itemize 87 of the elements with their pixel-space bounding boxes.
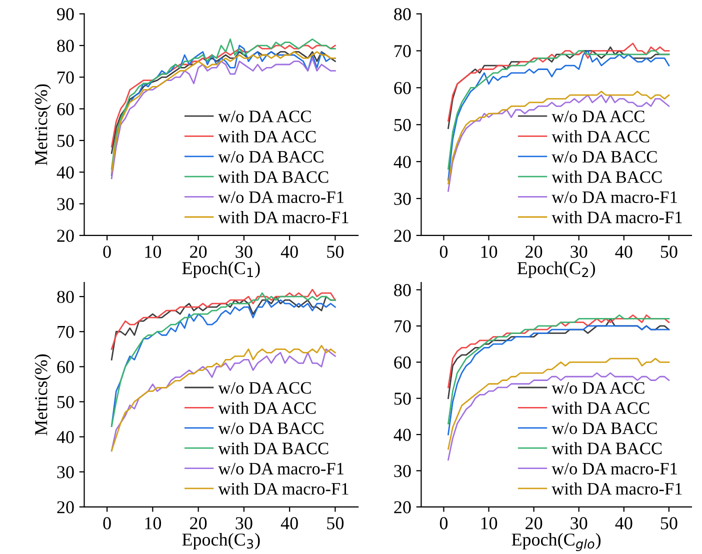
legend-label: w/o DA BACC (218, 422, 324, 434)
y-tick-label: 70 (58, 326, 74, 338)
legend-label: with DA BACC (218, 442, 328, 454)
y-tick-label: 30 (394, 192, 411, 205)
x-tick-label: 10 (145, 246, 162, 258)
y-tick-label: 30 (57, 466, 74, 478)
y-tick-label: 90 (57, 8, 74, 20)
y-tick-label: 50 (394, 392, 411, 405)
legend-label: with DA macro-F1 (552, 482, 682, 495)
legend-label: w/o DA ACC (218, 382, 311, 394)
legend-label: with DA macro-F1 (218, 482, 348, 495)
y-tick-label: 50 (58, 396, 74, 408)
y-tick-label: 40 (394, 156, 411, 168)
x-tick-label: 40 (280, 517, 298, 530)
legend-label: w/o DA macro-F1 (552, 191, 677, 204)
x-tick-label: 50 (327, 517, 344, 530)
x-tick-label: 0 (103, 517, 111, 530)
y-tick-label: 40 (394, 428, 411, 441)
y-tick-label: 60 (394, 356, 411, 369)
line-series (448, 325, 670, 436)
x-tick-label: 50 (327, 246, 344, 258)
legend-label: w/o DA BACC (218, 151, 324, 163)
y-tick-label: 20 (394, 501, 411, 514)
y-tick-label: 30 (394, 464, 411, 478)
x-tick-label: 30 (236, 246, 252, 258)
y-axis-title: Metrics(%) (34, 84, 51, 166)
y-tick-label: 80 (57, 40, 74, 52)
x-tick-label: 40 (615, 246, 632, 258)
y-tick-label: 50 (394, 118, 411, 132)
legend-label: w/o DA ACC (218, 110, 311, 122)
legend-label: with DA ACC (552, 130, 650, 142)
y-tick-label: 60 (57, 360, 74, 374)
y-tick-label: 60 (57, 103, 74, 116)
y-tick-label: 70 (58, 71, 74, 84)
y-tick-label: 40 (56, 166, 74, 179)
legend-label: w/o DA BACC (552, 422, 657, 434)
y-axis-title: Metrics(%) (34, 354, 51, 436)
legend-label: with DA BACC (218, 170, 328, 183)
x-tick-label: 50 (660, 517, 678, 530)
x-tick-label: 40 (615, 517, 632, 530)
legend-label: with DA macro-F1 (552, 211, 682, 224)
legend-label: w/o DA macro-F1 (552, 462, 677, 475)
line-series (448, 314, 670, 424)
x-axis-title: Epoch(C$_{1}$) (182, 262, 260, 278)
x-tick-label: 0 (103, 246, 111, 258)
x-tick-label: 30 (570, 517, 588, 530)
x-tick-label: 0 (440, 246, 448, 258)
legend-label: w/o DA ACC (552, 110, 644, 122)
legend-label: with DA BACC (552, 170, 662, 183)
x-axis-title: Epoch(C$_{3}$) (182, 533, 260, 550)
y-tick-label: 20 (394, 230, 411, 242)
x-tick-label: 10 (145, 517, 162, 530)
y-tick-label: 40 (56, 431, 74, 444)
x-tick-label: 50 (660, 246, 678, 258)
x-tick-label: 30 (570, 246, 588, 258)
line-series (110, 288, 336, 350)
legend-label: w/o DA macro-F1 (218, 462, 344, 475)
x-tick-label: 20 (526, 517, 542, 530)
legend-label: with DA ACC (218, 402, 316, 414)
legend-label: w/o DA ACC (552, 382, 644, 394)
line-series (448, 372, 670, 461)
y-tick-label: 80 (394, 8, 411, 20)
y-tick-label: 80 (57, 290, 74, 304)
x-tick-label: 30 (236, 517, 252, 530)
x-tick-label: 20 (190, 517, 207, 530)
legend-label: w/o DA BACC (552, 151, 657, 163)
legend-label: with DA ACC (552, 402, 650, 414)
x-tick-label: 0 (440, 517, 448, 530)
y-tick-label: 30 (57, 198, 74, 210)
y-tick-label: 70 (394, 45, 411, 58)
legend-label: w/o DA macro-F1 (218, 191, 344, 204)
legend-label: with DA macro-F1 (218, 211, 348, 224)
y-tick-label: 70 (394, 320, 411, 332)
x-tick-label: 40 (280, 246, 298, 258)
x-tick-label: 20 (526, 246, 542, 258)
y-tick-label: 20 (57, 230, 74, 242)
y-tick-label: 20 (57, 501, 74, 514)
x-tick-label: 10 (481, 517, 498, 530)
legend-label: with DA BACC (552, 442, 662, 454)
y-tick-label: 60 (394, 82, 411, 94)
x-tick-label: 10 (481, 246, 498, 258)
y-tick-label: 80 (394, 284, 411, 296)
x-tick-label: 20 (190, 246, 207, 258)
x-axis-title: Epoch(C$_{2}$) (517, 262, 595, 278)
y-tick-label: 50 (58, 134, 74, 147)
legend-label: with DA ACC (218, 130, 316, 142)
x-axis-title: Epoch(C$_{glo}$) (512, 533, 601, 552)
